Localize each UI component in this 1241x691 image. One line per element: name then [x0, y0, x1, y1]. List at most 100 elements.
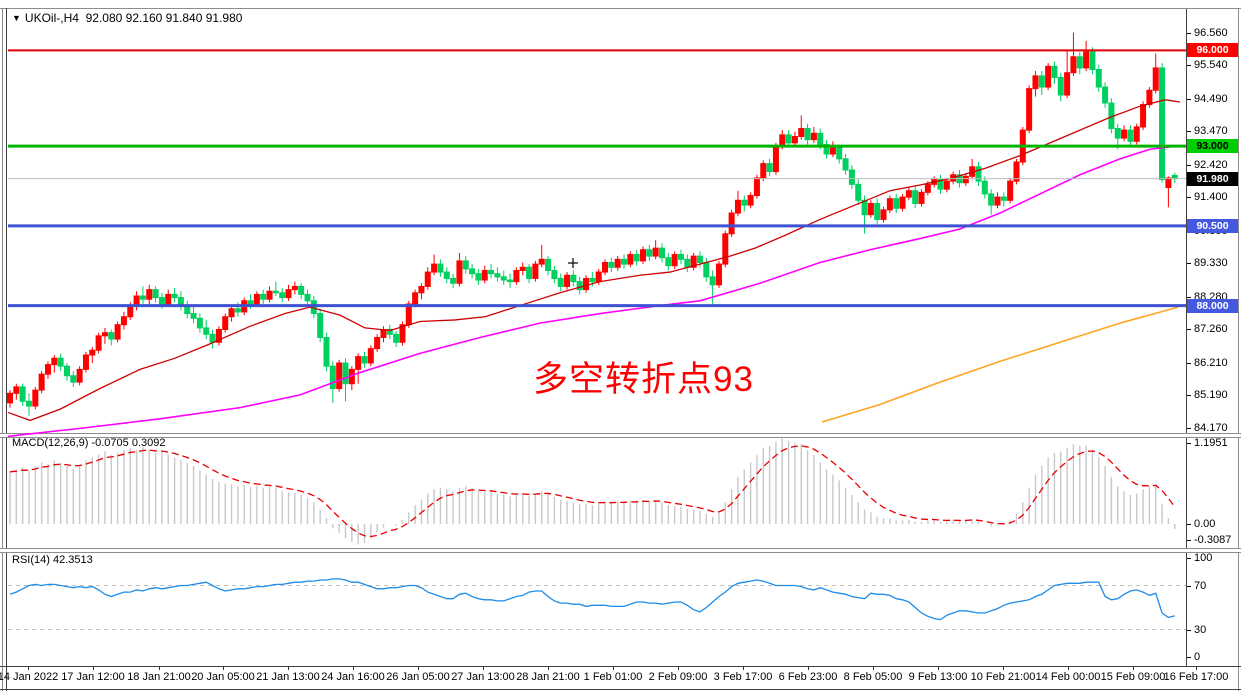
candle: [171, 288, 178, 303]
candle-body: [994, 196, 1001, 206]
candle: [1146, 87, 1153, 108]
candle-body: [576, 281, 583, 291]
price-tickmark: [1187, 65, 1191, 67]
candle-body: [228, 308, 235, 318]
candle: [912, 185, 919, 209]
candle: [1140, 101, 1147, 131]
candle-body: [842, 158, 849, 171]
candle: [1121, 125, 1128, 142]
macd-axis-label: 0.00: [1194, 518, 1216, 530]
candle-body: [570, 274, 577, 283]
candle: [842, 154, 849, 175]
candle-body: [526, 266, 533, 279]
time-axis-tickmark: [288, 666, 289, 670]
candle-body: [880, 209, 887, 220]
candle-body: [829, 147, 836, 155]
time-axis-tickmark: [483, 666, 484, 670]
candle: [880, 206, 887, 223]
candle: [57, 353, 64, 371]
candle-body: [1159, 67, 1166, 181]
rsi-panel-splitter[interactable]: [0, 548, 1241, 553]
time-axis-label: 9 Feb 13:00: [908, 671, 968, 683]
candle: [418, 283, 425, 300]
candle: [595, 268, 602, 285]
candle-body: [13, 386, 20, 394]
candle-body: [500, 276, 507, 281]
time-axis-label: 1 Feb 01:00: [583, 671, 643, 683]
candle-body: [1057, 76, 1064, 96]
candle: [7, 390, 13, 408]
candle: [76, 366, 83, 386]
candle: [893, 193, 900, 214]
candle-body: [532, 263, 539, 279]
candle: [1064, 50, 1071, 99]
candle-body: [1108, 102, 1115, 130]
candle-body: [696, 255, 703, 263]
candle: [450, 273, 457, 289]
candle: [760, 160, 767, 182]
candle-body: [184, 305, 191, 315]
candle: [89, 347, 96, 363]
candle-body: [95, 335, 102, 351]
candle-body: [133, 295, 140, 307]
candle-body: [684, 258, 691, 268]
candle-body: [962, 175, 969, 184]
time-axis-label: 21 Jan 13:00: [256, 671, 320, 683]
candle: [684, 254, 691, 273]
candle-body: [595, 271, 602, 283]
candle: [70, 370, 77, 387]
candle: [715, 260, 722, 289]
candle: [399, 321, 406, 346]
candle: [44, 361, 51, 379]
candle-body: [1070, 56, 1077, 74]
window-border-right: [1238, 8, 1239, 691]
ohlc-readout: 92.080 92.160 91.840 91.980: [85, 11, 243, 25]
candle-body: [950, 174, 957, 182]
candle: [931, 176, 938, 188]
candle: [633, 249, 640, 266]
candle-body: [348, 368, 355, 385]
candle: [374, 334, 381, 352]
candle: [329, 361, 336, 403]
chevron-down-icon[interactable]: ▼: [12, 13, 21, 23]
candle-body: [247, 300, 254, 305]
candle-body: [1013, 161, 1020, 182]
candle-body: [171, 293, 178, 299]
candle: [120, 311, 127, 330]
candle: [905, 187, 912, 201]
candle-body: [798, 128, 805, 137]
candle-body: [969, 166, 976, 177]
candle-body: [342, 362, 349, 385]
price-tick-label: 96.560: [1194, 26, 1228, 39]
candle-body: [633, 254, 640, 262]
candle: [222, 313, 229, 333]
time-axis-tickmark: [159, 666, 160, 670]
candle: [63, 362, 70, 381]
candle: [424, 267, 431, 290]
candle: [393, 331, 400, 348]
candle-body: [658, 247, 665, 259]
candle: [247, 294, 254, 309]
time-axis-label: 3 Feb 17:00: [713, 671, 773, 683]
candle-body: [450, 277, 457, 284]
time-axis-tickmark: [873, 666, 874, 670]
candle: [810, 126, 817, 143]
candle: [361, 351, 368, 368]
candle-body: [177, 297, 184, 307]
candle: [513, 267, 520, 285]
candle: [127, 302, 134, 320]
candle-body: [7, 392, 13, 404]
candle: [304, 289, 311, 306]
chart-text-annotation[interactable]: 多空转折点93: [533, 360, 754, 399]
candle-body: [329, 365, 336, 390]
candle: [443, 267, 450, 284]
macd-panel-splitter[interactable]: [0, 433, 1241, 438]
candle: [785, 130, 792, 148]
macd-tickmark: [1187, 443, 1191, 444]
candle-body: [253, 293, 260, 305]
candle: [1045, 63, 1052, 91]
price-tickmark: [1187, 395, 1191, 397]
